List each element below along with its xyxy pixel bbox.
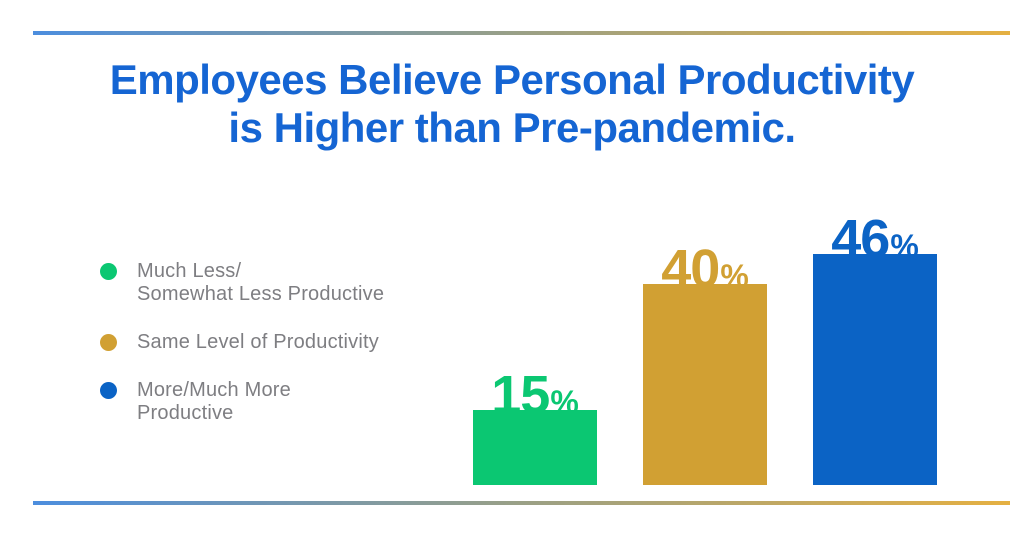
page-title-line-1: Employees Believe Personal Productivity [109, 56, 915, 103]
bar-more-productive [813, 254, 937, 485]
legend-dot-gold-icon [100, 334, 117, 351]
bar-same-level [643, 284, 767, 485]
chart-legend: Much Less/ Somewhat Less Productive Same… [100, 260, 384, 425]
page-title-line-2: is Higher than Pre-pandemic. [228, 104, 796, 151]
legend-item-same-level: Same Level of Productivity [100, 331, 384, 354]
page-title: Employees Believe Personal Productivity … [0, 56, 1024, 152]
legend-dot-green-icon [100, 263, 117, 280]
legend-item-more-productive: More/Much More Productive [100, 379, 384, 425]
bar-much-less-productive [473, 410, 597, 485]
bottom-gradient-divider [33, 501, 1010, 505]
legend-label: Much Less/ Somewhat Less Productive [137, 260, 385, 305]
legend-item-much-less-productive: Much Less/ Somewhat Less Productive [100, 260, 384, 306]
bar-group-more-productive: 46% [813, 212, 937, 485]
bar-group-much-less-productive: 15% [473, 368, 597, 485]
bar-group-same-level: 40% [643, 242, 767, 485]
legend-dot-blue-icon [100, 382, 117, 399]
top-gradient-divider [33, 31, 1010, 35]
legend-label: Same Level of Productivity [137, 331, 379, 353]
legend-label: More/Much More Productive [137, 379, 291, 424]
